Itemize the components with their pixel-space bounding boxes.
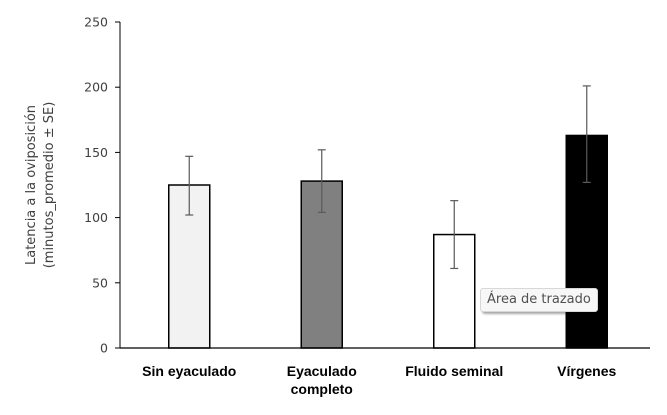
y-tick-label: 50: [92, 275, 108, 290]
y-axis: 0 50 100 150 200 250: [84, 15, 121, 356]
x-tick-label: Fluido seminal: [405, 363, 503, 379]
y-tick-label: 0: [100, 341, 108, 356]
error-bars: [185, 85, 591, 270]
y-axis-label-line-1: Latencia a la oviposición: [24, 105, 39, 265]
y-axis-label-line-2: (minutos_promedio ± SE): [42, 102, 57, 269]
y-tick-label: 200: [84, 80, 108, 95]
x-tick-label: Eyaculado: [287, 363, 357, 379]
y-tick-label: 100: [84, 210, 108, 225]
y-tick-label: 150: [84, 145, 108, 160]
y-tick-label: 250: [84, 15, 108, 30]
bars: [168, 134, 608, 349]
plot-area-tooltip: Área de trazado: [480, 288, 598, 312]
x-tick-label: Sin eyaculado: [142, 363, 236, 379]
x-tick-label: completo: [291, 381, 353, 397]
x-tick-label: Vírgenes: [557, 363, 616, 379]
x-axis-labels: Sin eyaculado Eyaculado completo Fluido sem…: [142, 363, 616, 397]
y-axis-label: Latencia a la oviposición (minutos_prome…: [24, 102, 57, 269]
